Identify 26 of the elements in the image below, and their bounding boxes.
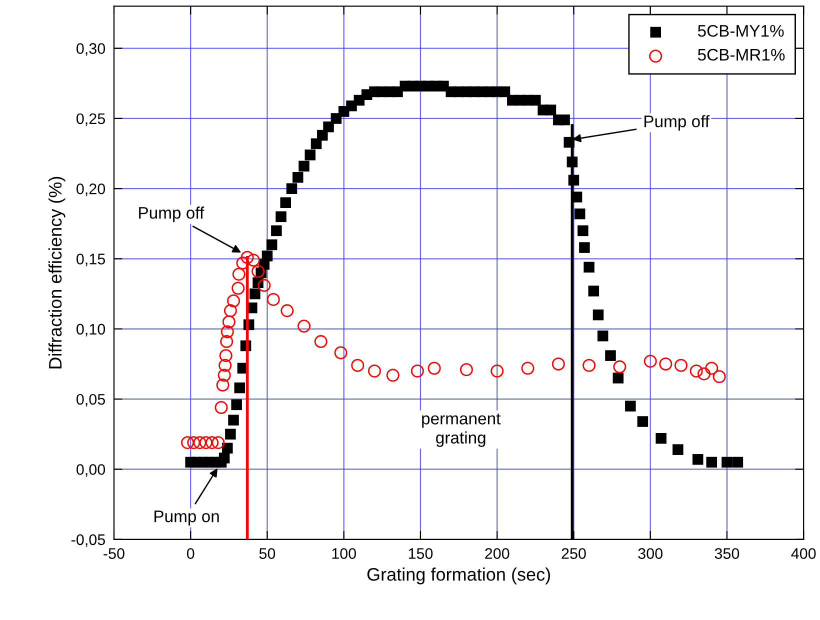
y-tick-label: 0,10 <box>76 324 106 336</box>
y-tick-label: 0,20 <box>76 183 106 196</box>
legend-label: 5CB-MR1% <box>698 48 785 61</box>
annotation: Pump off <box>139 206 204 222</box>
x-tick-label: 350 <box>714 548 740 559</box>
x-tick-label: 300 <box>638 548 662 559</box>
y-tick-label: -0,05 <box>72 534 106 547</box>
x-tick-label: -50 <box>104 548 124 559</box>
y-tick-label: 0,25 <box>76 113 106 126</box>
y-tick-label: 0,15 <box>76 254 106 266</box>
x-tick-label: 400 <box>791 548 816 559</box>
annotation: Pump on <box>154 510 219 526</box>
y-tick-label: 0,00 <box>76 464 106 477</box>
x-tick-label: 150 <box>408 548 433 559</box>
x-tick-label: 0 <box>186 548 194 559</box>
y-tick-label: 0,30 <box>76 43 106 56</box>
y-axis-title: Diffraction efficiency (%) <box>48 176 66 368</box>
x-tick-label: 200 <box>485 548 510 559</box>
x-tick-label: 50 <box>259 548 276 559</box>
annotation: Pump off <box>644 115 710 131</box>
x-axis-title: Grating formation (sec) <box>367 568 550 584</box>
annotation: permanent grating <box>422 414 501 447</box>
x-tick-label: 250 <box>562 548 586 559</box>
y-tick-label: 0,05 <box>76 394 106 407</box>
legend-label: 5CB-MY1% <box>698 24 784 37</box>
x-tick-label: 100 <box>332 548 356 559</box>
